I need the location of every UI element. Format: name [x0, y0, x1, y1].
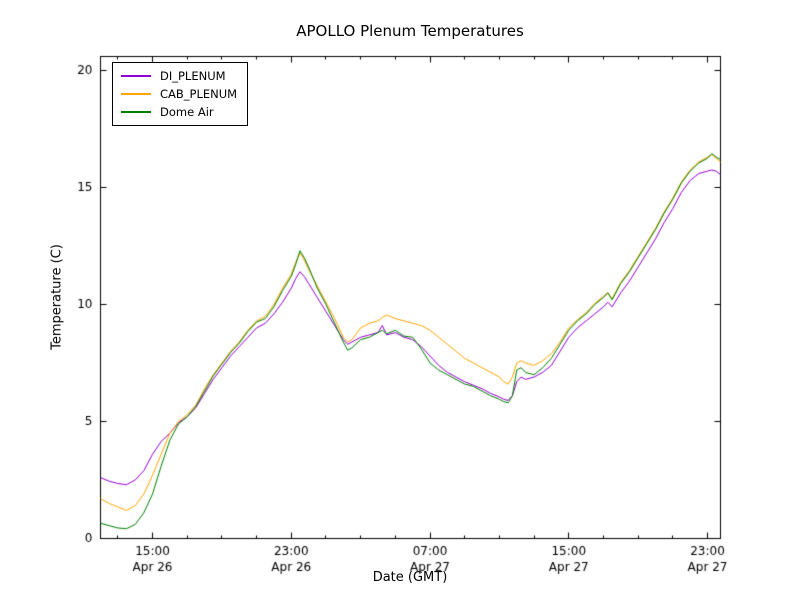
legend-line-sample-icon — [121, 75, 151, 77]
x-axis-label: Date (GMT) — [372, 570, 448, 585]
legend-item: Dome Air — [121, 103, 237, 121]
chart-title: APOLLO Plenum Temperatures — [296, 22, 524, 40]
legend-item-label: Dome Air — [160, 105, 214, 119]
legend-item: DI_PLENUM — [121, 67, 237, 85]
legend-line-sample-icon — [121, 111, 151, 113]
legend-item-label: DI_PLENUM — [160, 69, 226, 83]
legend-item: CAB_PLENUM — [121, 85, 237, 103]
legend-line-sample-icon — [121, 93, 151, 95]
y-axis-label: Temperature (C) — [49, 244, 65, 350]
legend-item-label: CAB_PLENUM — [160, 87, 238, 101]
legend: DI_PLENUM CAB_PLENUM Dome Air — [112, 62, 249, 126]
